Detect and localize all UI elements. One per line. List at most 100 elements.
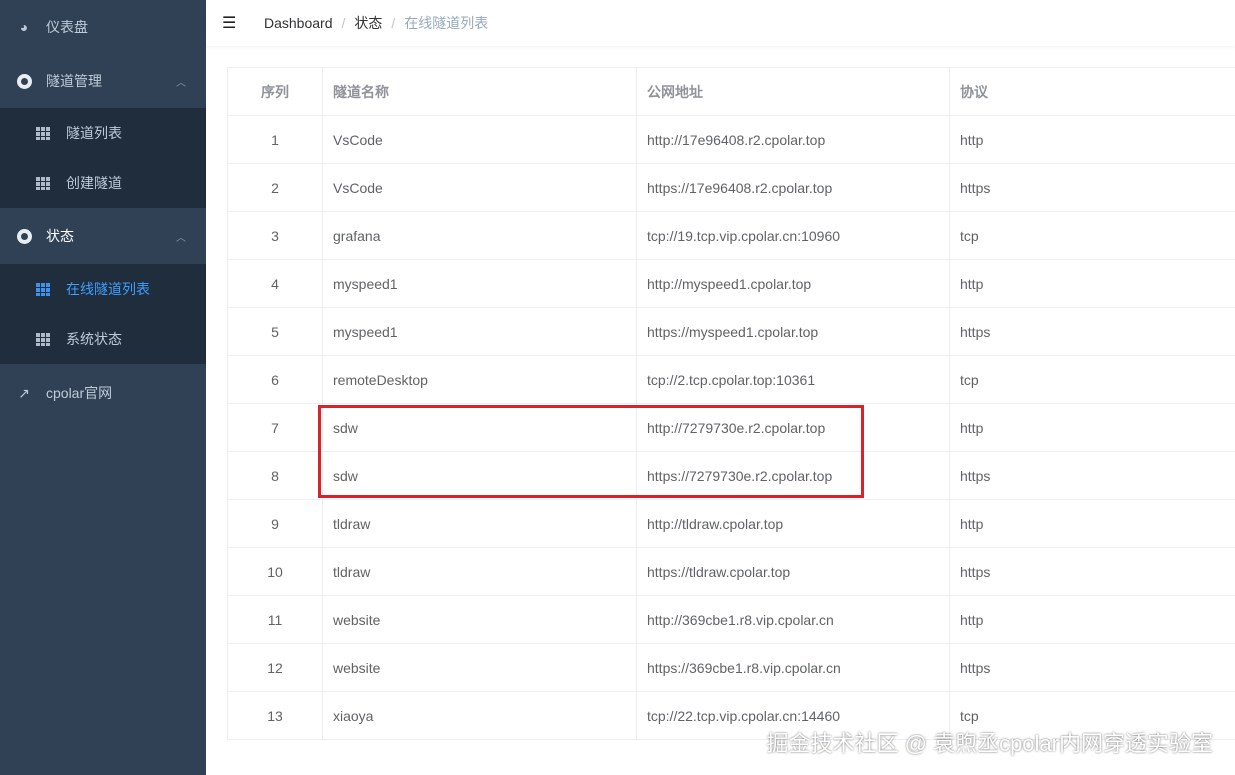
table-cell: 2 [227, 163, 323, 212]
table-cell: https [949, 643, 1235, 692]
table-cell: http://17e96408.r2.cpolar.top [636, 115, 950, 164]
table-cell: http [949, 595, 1235, 644]
table-cell: http://369cbe1.r8.vip.cpolar.cn [636, 595, 950, 644]
table-cell: 4 [227, 259, 323, 308]
table-cell: tcp [949, 355, 1235, 404]
sidebar-item-label: 仪表盘 [46, 19, 88, 35]
table-cell: myspeed1 [322, 307, 637, 356]
table-cell: 10 [227, 547, 323, 596]
table-row: 7 sdw http://7279730e.r2.cpolar.top http [227, 403, 1235, 452]
table-row: 8 sdw https://7279730e.r2.cpolar.top https [227, 451, 1235, 500]
table-row: 13 xiaoya tcp://22.tcp.vip.cpolar.cn:14460… [227, 691, 1235, 740]
table-cell: https://369cbe1.r8.vip.cpolar.cn [636, 643, 950, 692]
table-cell: https://7279730e.r2.cpolar.top [636, 451, 950, 500]
table-cell: 6 [227, 355, 323, 404]
sidebar-item-tunnel-list[interactable]: 隧道列表 [0, 108, 206, 158]
table-cell: https [949, 547, 1235, 596]
column-header: 隧道名称 [322, 67, 637, 116]
breadcrumb-dashboard[interactable]: Dashboard [264, 15, 333, 31]
sidebar-item-label: 隧道列表 [66, 125, 122, 141]
sidebar-item-create-tunnel[interactable]: 创建隧道 [0, 158, 206, 208]
sidebar: ◕ 仪表盘 隧道管理 ︿ 隧道列表 创建隧道 状态 ︿ 在线隧道列表 系统状态 … [0, 0, 206, 775]
table-cell: remoteDesktop [322, 355, 637, 404]
table-cell: http://7279730e.r2.cpolar.top [636, 403, 950, 452]
sidebar-item-label: 在线隧道列表 [66, 281, 150, 297]
sidebar-item-label: 隧道管理 [46, 73, 102, 89]
table-cell: http [949, 115, 1235, 164]
table-cell: sdw [322, 403, 637, 452]
table-cell: 7 [227, 403, 323, 452]
table-row: 4 myspeed1 http://myspeed1.cpolar.top http [227, 259, 1235, 308]
table-icon [36, 332, 50, 346]
table-cell: https [949, 451, 1235, 500]
table-cell: 13 [227, 691, 323, 740]
table-cell: https [949, 163, 1235, 212]
external-link-icon: ↗ [18, 384, 30, 401]
table-row: 9 tldraw http://tldraw.cpolar.top http [227, 499, 1235, 548]
table-cell: tcp [949, 211, 1235, 260]
sidebar-item-cpolar-website[interactable]: ↗ cpolar官网 [0, 364, 206, 422]
table-cell: https://tldraw.cpolar.top [636, 547, 950, 596]
sidebar-item-dashboard[interactable]: ◕ 仪表盘 [0, 0, 206, 54]
table-cell: https://myspeed1.cpolar.top [636, 307, 950, 356]
table-cell: http [949, 499, 1235, 548]
table-cell: 8 [227, 451, 323, 500]
table-cell: tcp://22.tcp.vip.cpolar.cn:14460 [636, 691, 950, 740]
lifebuoy-icon [16, 73, 32, 89]
table-cell: grafana [322, 211, 637, 260]
chevron-up-icon: ︿ [176, 232, 186, 244]
column-header: 协议 [949, 67, 1235, 116]
table-cell: http://myspeed1.cpolar.top [636, 259, 950, 308]
navbar: ☰ Dashboard / 状态 / 在线隧道列表 [206, 0, 1235, 46]
table-cell: tldraw [322, 547, 637, 596]
table-icon [36, 176, 50, 190]
table-cell: https://17e96408.r2.cpolar.top [636, 163, 950, 212]
sidebar-item-online-tunnel-list[interactable]: 在线隧道列表 [0, 264, 206, 314]
table-cell: VsCode [322, 163, 637, 212]
table-cell: http://tldraw.cpolar.top [636, 499, 950, 548]
tunnel-table: 序列 隧道名称 公网地址 协议 1 VsCode http://17e96408.r2.c… [227, 67, 1235, 740]
table-cell: http [949, 259, 1235, 308]
table-cell: 12 [227, 643, 323, 692]
column-header: 序列 [227, 67, 323, 116]
table-row: 1 VsCode http://17e96408.r2.cpolar.top http [227, 115, 1235, 164]
table-cell: 5 [227, 307, 323, 356]
table-row: 6 remoteDesktop tcp://2.tcp.cpolar.top:103… [227, 355, 1235, 404]
sidebar-item-label: 状态 [46, 228, 74, 244]
breadcrumb-status: 状态 [354, 15, 383, 31]
table-cell: 3 [227, 211, 323, 260]
table-cell: tcp://2.tcp.cpolar.top:10361 [636, 355, 950, 404]
dashboard-icon: ◕ [19, 19, 29, 35]
table-cell: tldraw [322, 499, 637, 548]
sidebar-item-label: 系统状态 [66, 331, 122, 347]
table-cell: http [949, 403, 1235, 452]
breadcrumb: Dashboard / 状态 / 在线隧道列表 [264, 15, 489, 31]
sidebar-item-system-status[interactable]: 系统状态 [0, 314, 206, 364]
table-row: 3 grafana tcp://19.tcp.vip.cpolar.cn:10960… [227, 211, 1235, 260]
table-cell: VsCode [322, 115, 637, 164]
sidebar-item-tunnel-management[interactable]: 隧道管理 ︿ [0, 54, 206, 108]
table-icon [36, 282, 50, 296]
table-row: 11 website http://369cbe1.r8.vip.cpolar.cn… [227, 595, 1235, 644]
table-row: 5 myspeed1 https://myspeed1.cpolar.top http… [227, 307, 1235, 356]
menu-fold-icon[interactable]: ☰ [222, 15, 237, 32]
table-row: 10 tldraw https://tldraw.cpolar.top https [227, 547, 1235, 596]
table-cell: 9 [227, 499, 323, 548]
sidebar-item-status[interactable]: 状态 ︿ [0, 208, 206, 264]
lifebuoy-icon [16, 228, 32, 244]
table-cell: xiaoya [322, 691, 637, 740]
column-header: 公网地址 [636, 67, 950, 116]
chevron-up-icon: ︿ [176, 77, 186, 89]
table-cell: tcp [949, 691, 1235, 740]
breadcrumb-current: 在线隧道列表 [404, 15, 489, 31]
table-cell: website [322, 595, 637, 644]
table-cell: https [949, 307, 1235, 356]
table-row: 12 website https://369cbe1.r8.vip.cpolar.c… [227, 643, 1235, 692]
sidebar-item-label: 创建隧道 [66, 175, 122, 191]
table-cell: sdw [322, 451, 637, 500]
table-cell: 11 [227, 595, 323, 644]
table-cell: 1 [227, 115, 323, 164]
table-cell: tcp://19.tcp.vip.cpolar.cn:10960 [636, 211, 950, 260]
table-icon [36, 126, 50, 140]
table-cell: myspeed1 [322, 259, 637, 308]
